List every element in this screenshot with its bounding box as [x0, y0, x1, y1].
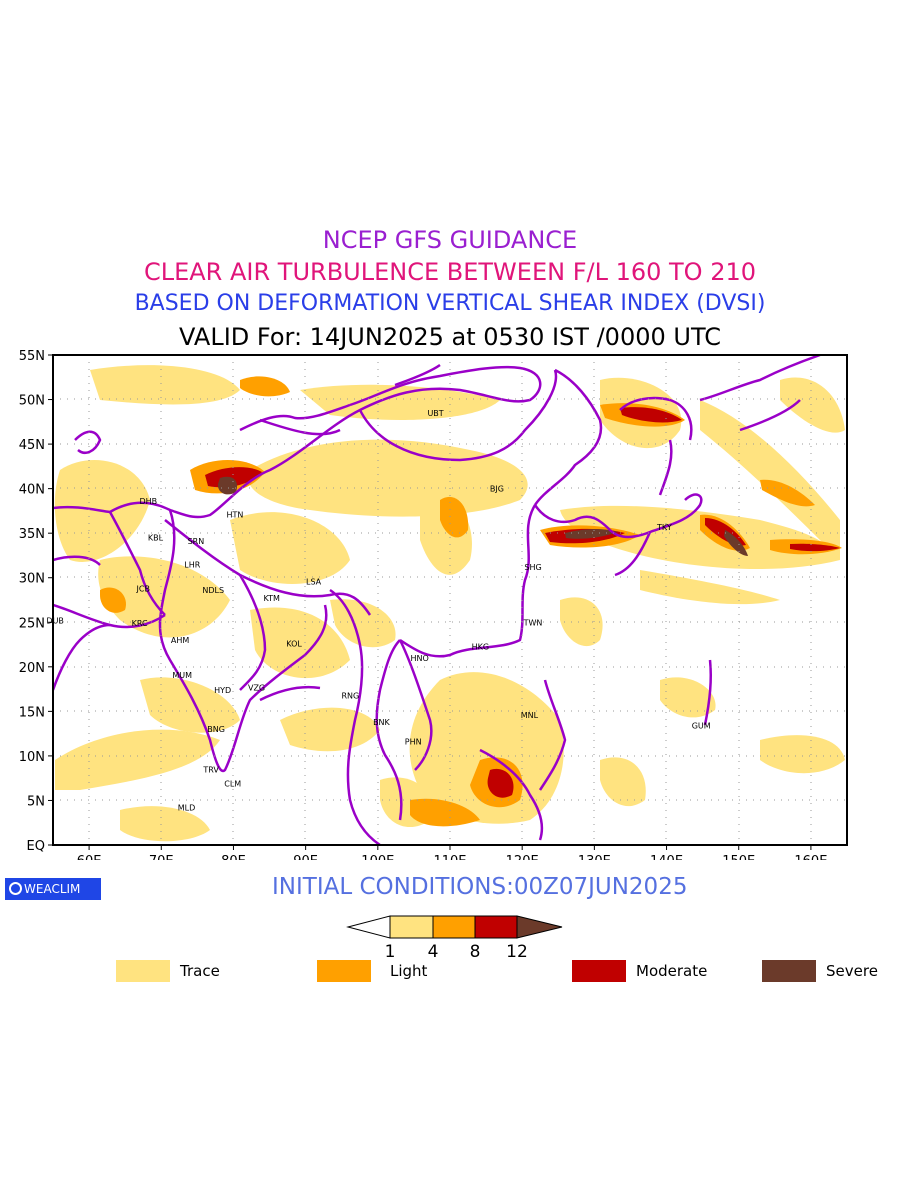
station-label: UBT: [427, 409, 443, 418]
latitude-label: 10N: [19, 750, 45, 765]
latitude-label: 55N: [19, 349, 45, 364]
initial-conditions: INITIAL CONDITIONS:00Z07JUN2025: [272, 874, 688, 900]
station-label: JCB: [136, 584, 150, 593]
legend-label-trace: Trace: [180, 962, 220, 980]
station-label: KRC: [132, 619, 148, 628]
title-method: BASED ON DEFORMATION VERTICAL SHEAR INDE…: [134, 291, 766, 316]
logo-circle-icon: [9, 882, 22, 895]
legend-swatch-moderate: [572, 960, 626, 982]
latitude-label: 25N: [19, 616, 45, 631]
station-label: RNG: [342, 691, 360, 700]
station-label: TKY: [656, 523, 672, 532]
legend-label-light: Light: [390, 962, 428, 980]
colorbar-light-box: [432, 915, 476, 939]
station-label: TWN: [523, 618, 543, 627]
latitude-label: 45N: [19, 438, 45, 453]
longitude-label: 140E: [650, 854, 683, 860]
country-boundaries: [53, 355, 821, 845]
station-label: LSA: [306, 577, 322, 586]
station-label: BNK: [373, 718, 390, 727]
legend-label-severe: Severe: [826, 962, 878, 980]
station-label: AHM: [171, 636, 189, 645]
station-label: HNO: [411, 654, 429, 663]
station-label: BNG: [207, 725, 225, 734]
longitude-label: 100E: [361, 854, 394, 860]
longitude-label: 60E: [77, 854, 102, 860]
station-label: GUM: [692, 722, 711, 731]
station-label: NDLS: [202, 586, 224, 595]
colorbar-trace-box: [389, 915, 434, 939]
station-label: TRV: [202, 765, 219, 774]
colorbar-tick: 12: [506, 942, 528, 960]
title-parameter: CLEAR AIR TURBULENCE BETWEEN F/L 160 TO …: [143, 258, 757, 286]
longitude-label: 110E: [433, 854, 466, 860]
longitude-label: 130E: [578, 854, 611, 860]
colorbar-moderate-box: [474, 915, 518, 939]
severe-patches: [217, 476, 748, 556]
station-label: HYD: [214, 686, 231, 695]
station-label: BJG: [490, 485, 504, 494]
colorbar-under-triangle: [346, 915, 391, 939]
longitude-label: 70E: [149, 854, 174, 860]
station-label: MLD: [178, 804, 196, 813]
title-valid-time: VALID For: 14JUN2025 at 0530 IST /0000 U…: [179, 323, 721, 351]
colorbar: 1 4 8 12: [346, 915, 563, 960]
colorbar-tick: 1: [385, 942, 396, 960]
latitude-label: EQ: [27, 839, 45, 854]
colorbar-tick: 8: [470, 942, 481, 960]
longitude-label: 120E: [506, 854, 539, 860]
latitude-label: 30N: [19, 572, 45, 587]
latitude-labels: 55N 50N 45N 40N 35N 30N 25N 20N 15N 10N 5N EQ: [19, 349, 45, 854]
latitude-ticks: [48, 354, 53, 846]
station-label: HTN: [226, 510, 243, 519]
station-label: LHR: [184, 560, 200, 569]
station-label: KOL: [286, 640, 302, 649]
legend-swatch-severe: [762, 960, 816, 982]
station-label: CLM: [224, 780, 241, 789]
title-product: NCEP GFS GUIDANCE: [322, 226, 578, 254]
weaclim-logo: WEACLIM: [5, 878, 101, 900]
station-label: KTM: [263, 594, 280, 603]
station-label: KBL: [148, 534, 164, 543]
logo-text: WEACLIM: [24, 882, 81, 896]
latitude-label: 40N: [19, 483, 45, 498]
station-label: SRN: [188, 537, 205, 546]
latitude-label: 20N: [19, 661, 45, 676]
latitude-label: 5N: [27, 794, 45, 809]
legend-label-moderate: Moderate: [636, 962, 708, 980]
colorbar-severe-triangle: [516, 915, 563, 939]
station-label: PHN: [405, 738, 422, 747]
station-label: VZG: [248, 683, 265, 692]
station-label: DHB: [139, 497, 157, 506]
legend-swatch-trace: [116, 960, 170, 982]
station-label: SHG: [524, 563, 541, 572]
turbulence-map: 55N 50N 45N 40N 35N 30N 25N 20N 15N 10N 5N EQ 60E 70…: [19, 349, 848, 860]
graticule: [53, 355, 847, 845]
legend-swatch-light: [317, 960, 371, 982]
longitude-label: 150E: [722, 854, 755, 860]
latitude-label: 50N: [19, 394, 45, 409]
longitude-label: 160E: [794, 854, 827, 860]
station-labels: UBT BJG DHB HTN KBL SRN LHR TKY SHG LSA JCB NDLS KTM…: [46, 409, 710, 813]
colorbar-tick: 4: [428, 942, 439, 960]
longitude-ticks: [88, 845, 812, 850]
station-label: MNL: [521, 711, 539, 720]
station-label: MUM: [172, 671, 192, 680]
longitude-label: 90E: [293, 854, 318, 860]
latitude-label: 15N: [19, 705, 45, 720]
station-label: HKG: [472, 642, 489, 651]
longitude-labels: 60E 70E 80E 90E 100E 110E 120E 130E 140E 150E 160E: [77, 854, 828, 860]
latitude-label: 35N: [19, 527, 45, 542]
station-label: DUB: [46, 616, 64, 625]
longitude-label: 80E: [221, 854, 246, 860]
